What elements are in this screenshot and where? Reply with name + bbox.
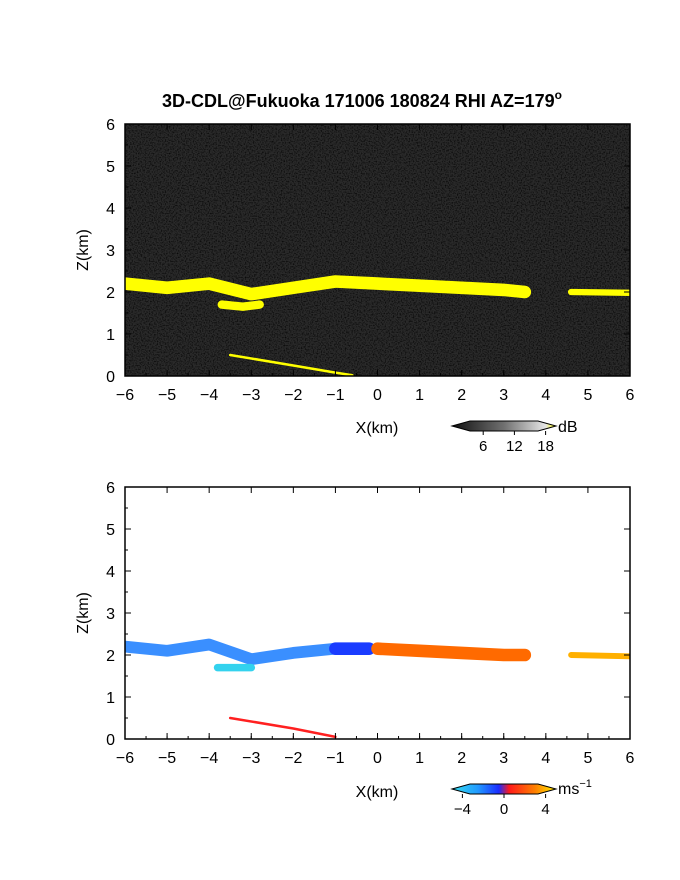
x-tick-label: −2 <box>284 750 302 767</box>
x-axis-label: X(km) <box>356 420 399 437</box>
colorbar-ticks: 6 12 18 <box>479 431 554 455</box>
x-tick-label: 5 <box>583 750 592 767</box>
x-tick-label: 4 <box>541 387 550 404</box>
x-tick-label: −6 <box>116 750 134 767</box>
x-tick-label: 3 <box>499 387 508 404</box>
colorbar-bar <box>450 420 558 432</box>
velocity-features <box>125 638 630 739</box>
chart-title: 3D-CDL@Fukuoka 171006 180824 RHI AZ=179o <box>162 88 562 111</box>
echo-features <box>125 275 630 376</box>
x-tick-label: 1 <box>415 387 424 404</box>
x-tick-label: 6 <box>626 387 635 404</box>
colorbar-tick-label: 6 <box>479 438 487 455</box>
y-tick-label: 5 <box>106 522 115 539</box>
colorbar-label: dB <box>558 419 578 436</box>
colorbar-tick-label: −4 <box>454 801 471 818</box>
colorbar: 6 12 18 dB <box>450 419 578 455</box>
x-tick-label: −4 <box>200 750 218 767</box>
x-tick-label: −3 <box>242 750 260 767</box>
y-tick-label: 3 <box>106 243 115 260</box>
x-tick-label: −1 <box>326 750 344 767</box>
echo-ground-echo <box>228 716 337 739</box>
y-tick-label: 5 <box>106 159 115 176</box>
colorbar-tick-label: 4 <box>541 801 549 818</box>
y-tick-label: 6 <box>106 117 115 134</box>
echo-right-segment <box>567 288 630 296</box>
y-tick-label: 4 <box>106 564 115 581</box>
colorbar-ticks: −4 0 4 <box>454 794 550 818</box>
plot-background <box>125 487 630 739</box>
colorbar-label: ms−1 <box>558 778 592 798</box>
x-tick-label: 5 <box>583 387 592 404</box>
x-tick-label: −6 <box>116 387 134 404</box>
y-axis-label: Z(km) <box>75 229 92 271</box>
x-tick-label: −1 <box>326 387 344 404</box>
y-tick-label: 6 <box>106 480 115 497</box>
plot-frame <box>124 486 631 740</box>
colorbar-bar <box>450 783 558 795</box>
y-tick-label: 1 <box>106 327 115 344</box>
echo-ground-echo <box>228 353 354 376</box>
echo-right-segment <box>568 652 630 660</box>
x-tick-label: 3 <box>499 750 508 767</box>
y-tick-label: 0 <box>106 732 115 749</box>
x-axis-label: X(km) <box>356 784 399 801</box>
echo-cloud-layer <box>125 275 532 301</box>
x-tick-label: −3 <box>242 387 260 404</box>
x-tick-label: 1 <box>415 750 424 767</box>
axis-ticks: −6 −5 −4 −3 −2 −1 0 1 2 3 4 5 6 0 1 2 3 4 5 6 <box>106 117 634 404</box>
x-tick-label: 0 <box>373 387 382 404</box>
y-axis-label: Z(km) <box>75 592 92 634</box>
colorbar-tick-label: 12 <box>506 438 523 455</box>
colorbar-tick-label: 0 <box>500 801 508 818</box>
x-tick-label: 0 <box>373 750 382 767</box>
y-tick-label: 2 <box>106 648 115 665</box>
backscatter-panel: 3D-CDL@Fukuoka 171006 180824 RHI AZ=179o… <box>75 88 635 455</box>
x-tick-label: −2 <box>284 387 302 404</box>
x-tick-label: 2 <box>457 387 466 404</box>
x-tick-label: 2 <box>457 750 466 767</box>
y-tick-label: 4 <box>106 201 115 218</box>
y-tick-label: 1 <box>106 690 115 707</box>
x-tick-label: −5 <box>158 750 176 767</box>
echo-lower-segment <box>217 300 264 311</box>
y-tick-label: 3 <box>106 606 115 623</box>
noise-texture <box>125 124 630 376</box>
x-tick-label: 6 <box>626 750 635 767</box>
x-tick-label: −5 <box>158 387 176 404</box>
plot-frame <box>124 123 631 377</box>
x-tick-label: 4 <box>541 750 550 767</box>
velocity-panel: −6 −5 −4 −3 −2 −1 0 1 2 3 4 5 6 0 1 2 3 4 5 6 X(km) Z(km) −… <box>75 480 635 818</box>
colorbar-tick-label: 18 <box>537 438 554 455</box>
y-tick-label: 2 <box>106 285 115 302</box>
colorbar: −4 0 4 ms−1 <box>450 778 592 818</box>
x-tick-label: −4 <box>200 387 218 404</box>
y-tick-label: 0 <box>106 369 115 386</box>
echo-cloud-layer-east <box>371 642 532 662</box>
axis-ticks: −6 −5 −4 −3 −2 −1 0 1 2 3 4 5 6 0 1 2 3 4 5 6 <box>106 480 634 767</box>
